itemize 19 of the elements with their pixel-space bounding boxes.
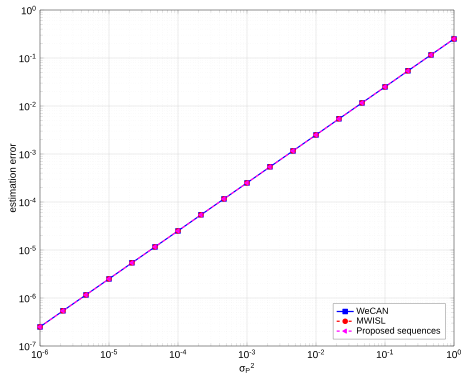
y-tick-label: 10$^{-1}$ bbox=[19, 54, 36, 62]
y-tick-label: 10$^{-6}$ bbox=[19, 294, 36, 302]
legend-label: MWISL bbox=[357, 317, 386, 324]
x-tick-label: 10$^{-4}$ bbox=[170, 350, 186, 358]
y-tick-label: 10$^{0}$ bbox=[22, 6, 36, 14]
y-tick-label: 10$^{-2}$ bbox=[19, 102, 36, 110]
x-tick-label: 10$^{-2}$ bbox=[308, 350, 324, 358]
y-axis-title: estimation error bbox=[8, 144, 16, 212]
x-tick-label: 10$^{-3}$ bbox=[238, 350, 256, 358]
x-tick-label: 10$^{-1}$ bbox=[376, 350, 394, 358]
y-tick-label: 10$^{-4}$ bbox=[19, 198, 36, 206]
y-tick-label: 10$^{-3}$ bbox=[19, 150, 36, 158]
x-tick-label: 10$^{-5}$ bbox=[100, 350, 118, 358]
legend-label: WeCAN bbox=[356, 308, 388, 314]
legend-label: Proposed sequences bbox=[357, 327, 440, 336]
x-tick-label: 10$^{-6}$ bbox=[32, 350, 48, 358]
x-tick-label: 10$^{0}$ bbox=[447, 350, 461, 358]
y-tick-label: 10$^{-5}$ bbox=[19, 246, 36, 254]
y-tick-label: 10$^{-7}$ bbox=[19, 342, 36, 350]
